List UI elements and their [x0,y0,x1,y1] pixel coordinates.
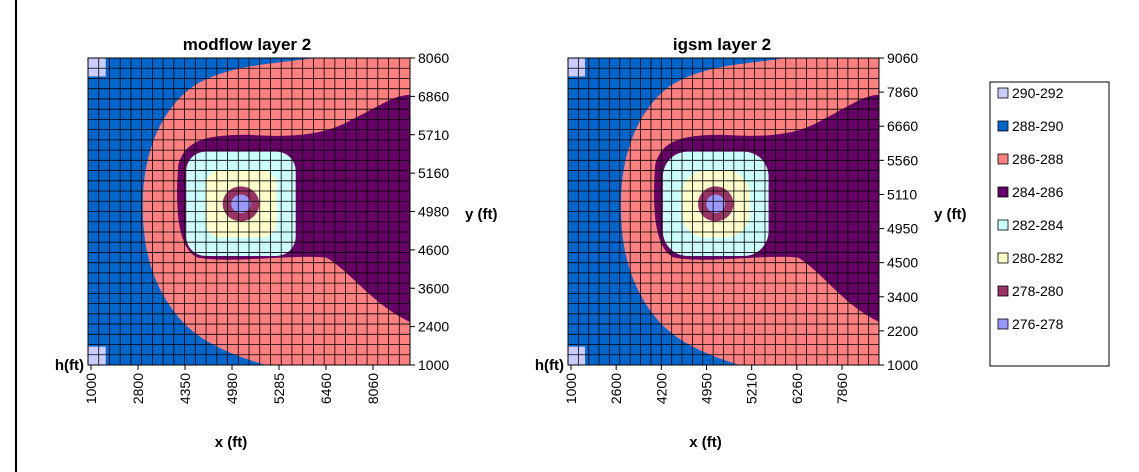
legend-label: 278-280 [1012,283,1064,299]
legend-swatch [997,87,1009,99]
legend-frame [989,81,1110,367]
y-tick-label: 3400 [887,289,918,305]
legend-swatch [997,153,1009,165]
legend-label: 288-290 [1012,118,1064,134]
x-tick-label: 7860 [834,373,850,404]
y-tick-label: 1000 [418,357,449,373]
x-axis-label: x (ft) [215,434,248,451]
y-tick-label: 4950 [887,221,918,237]
y-axis-label: y (ft) [465,206,498,223]
band-290-292-bottom [568,346,586,365]
x-tick-label: 4350 [177,373,193,404]
left-border-line [15,0,17,472]
x-tick-label: 4200 [653,373,669,404]
z-axis-label: h(ft) [535,357,564,374]
legend-swatch [997,186,1009,198]
y-tick-label: 6660 [887,118,918,134]
y-tick-label: 4500 [887,255,918,271]
x-tick-label: 4980 [224,373,240,404]
chart-title: igsm layer 2 [673,35,771,54]
x-tick-label: 1000 [563,373,579,404]
y-tick-label: 1000 [887,357,918,373]
plot-area [568,58,879,365]
legend-label: 282-284 [1012,217,1064,233]
y-axis-label: y (ft) [934,206,967,223]
x-tick-label: 1000 [83,373,99,404]
y-tick-label: 7860 [887,84,918,100]
y-tick-label: 5110 [887,186,917,202]
y-tick-label: 9060 [887,50,918,66]
plot-frame [567,57,880,366]
y-tick-label: 5710 [418,127,449,143]
x-tick-label: 2600 [608,373,624,404]
z-axis-label: h(ft) [55,357,84,374]
band-276-278 [706,194,726,214]
legend-swatch [997,219,1009,231]
legend-label: 290-292 [1012,85,1064,101]
band-290-292-top [568,58,586,77]
plot-area [88,58,410,365]
y-tick-label: 6860 [418,88,449,104]
x-tick-label: 5210 [744,373,760,404]
x-tick-label: 6460 [318,373,334,404]
y-tick-label: 2200 [887,323,918,339]
y-tick-label: 8060 [418,50,449,66]
x-tick-label: 8060 [365,373,381,404]
legend-label: 280-282 [1012,250,1064,266]
contour-chart-1: modflow layer 2 1000 2400 3600 4600 4980 5160 5… [55,35,498,451]
band-276-278 [231,194,251,214]
grid-lines [88,58,410,365]
y-tick-label: 5160 [418,165,449,181]
y-tick-label: 4600 [418,242,449,258]
y-tick-label: 5560 [887,152,918,168]
x-tick-label: 2800 [130,373,146,404]
chart-title: modflow layer 2 [183,35,311,54]
legend-swatch [997,252,1009,264]
band-290-292-top [88,58,106,77]
legend-label: 284-286 [1012,184,1064,200]
y-tick-label: 4980 [418,204,449,220]
legend-swatch [997,318,1009,330]
contour-chart-2: igsm layer 2 1000 2200 3400 4500 4950 5110 5560… [535,35,967,451]
x-tick-label: 6260 [789,373,805,404]
grid-lines [568,58,879,365]
x-tick-label: 4950 [699,373,715,404]
x-axis-label: x (ft) [689,434,722,451]
band-290-292-bottom [88,346,106,365]
legend-swatch [997,120,1009,132]
legend-label: 276-278 [1012,316,1064,332]
legend-swatch [997,285,1009,297]
x-tick-label: 5285 [271,373,287,404]
y-tick-label: 3600 [418,280,449,296]
legend-label: 286-288 [1012,151,1064,167]
y-tick-label: 2400 [418,319,449,335]
legend: 290-292 288-290 286-288 284-286 282-284 280-2… [989,81,1110,367]
